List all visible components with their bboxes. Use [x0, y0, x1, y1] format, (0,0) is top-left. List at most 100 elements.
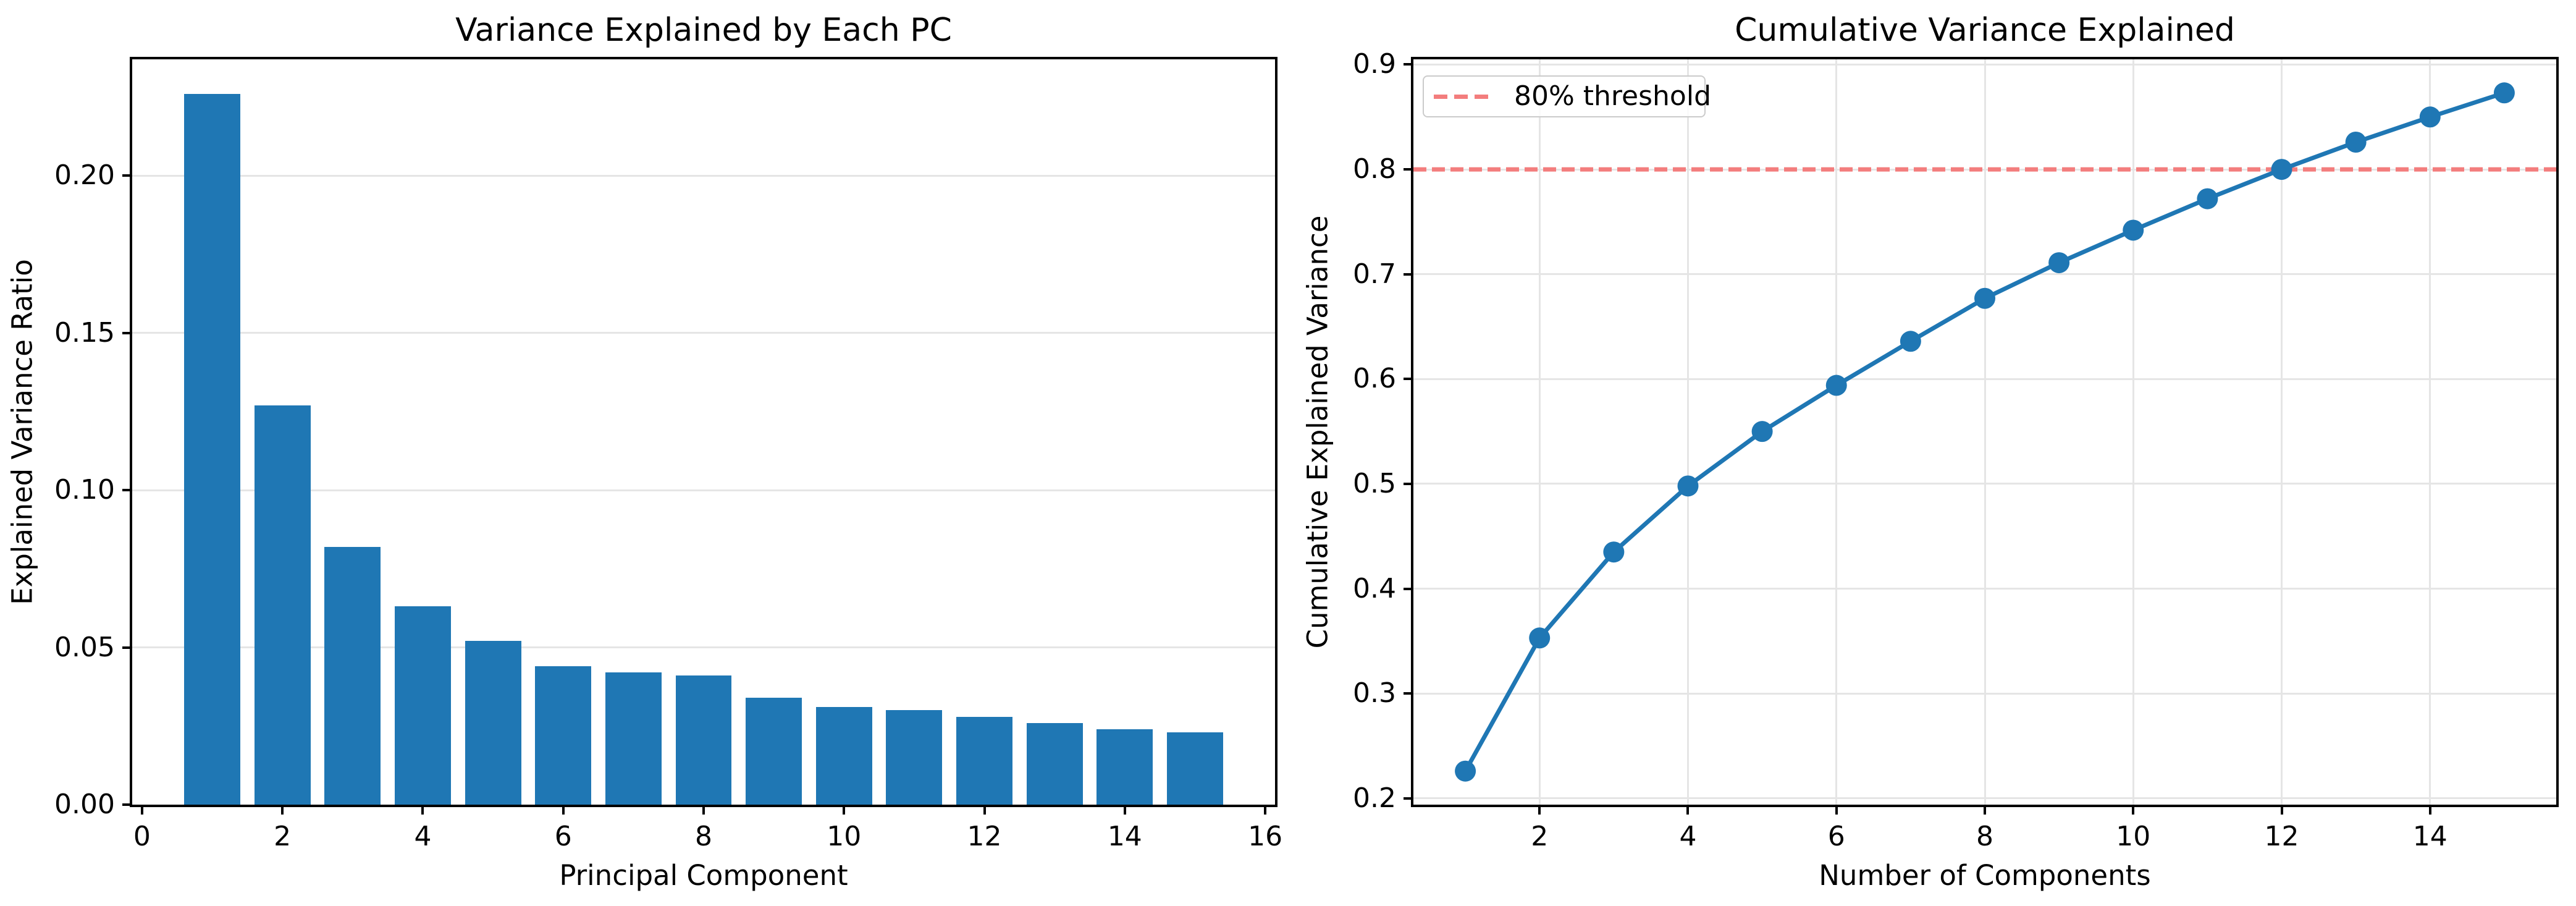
y-tick-label: 0.8 [1353, 153, 1396, 185]
data-point-15 [2493, 82, 2515, 104]
y-tick-label: 0.2 [1353, 782, 1396, 814]
y-gridline [132, 332, 1275, 334]
y-tick-label: 0.10 [54, 474, 115, 506]
y-gridline [132, 174, 1275, 177]
legend: 80% threshold [1423, 75, 1711, 117]
y-tick-label: 0.5 [1353, 467, 1396, 499]
x-gridline [2132, 59, 2134, 805]
y-tick-mark [122, 489, 132, 492]
data-point-14 [2419, 106, 2441, 128]
threshold-line-icon [1434, 94, 1488, 99]
y-tick-label: 0.05 [54, 631, 115, 663]
data-point-12 [2271, 159, 2292, 180]
data-point-4 [1677, 475, 1699, 497]
x-tick-mark [2132, 805, 2135, 815]
x-tick-mark [1123, 805, 1126, 815]
y-gridline [132, 489, 1275, 491]
data-point-5 [1751, 421, 1773, 442]
y-tick-mark [1404, 587, 1413, 590]
bar-pc1 [184, 93, 240, 805]
x-tick-label: 4 [414, 821, 432, 852]
x-tick-label: 4 [1679, 821, 1697, 852]
data-point-10 [2123, 219, 2144, 241]
data-point-11 [2197, 188, 2218, 210]
x-tick-label: 10 [827, 821, 862, 852]
data-point-1 [1455, 760, 1476, 782]
bar-pc3 [324, 546, 381, 805]
y-tick-label: 0.3 [1353, 677, 1396, 709]
x-tick-mark [983, 805, 986, 815]
scree-plot-area: Variance Explained by Each PC Principal … [6, 12, 1283, 892]
x-tick-label: 6 [554, 821, 572, 852]
y-tick-mark [1404, 168, 1413, 171]
data-point-13 [2345, 132, 2367, 153]
y-tick-mark [1404, 692, 1413, 695]
y-tick-mark [1404, 378, 1413, 381]
y-tick-label: 0.00 [54, 789, 115, 820]
x-tick-label: 6 [1827, 821, 1845, 852]
x-tick-mark [1984, 805, 1986, 815]
x-gridline [1835, 59, 1838, 805]
data-point-7 [1900, 331, 1921, 352]
cumulative-chart-title: Cumulative Variance Explained [1735, 12, 2235, 49]
x-tick-mark [843, 805, 846, 815]
data-point-2 [1529, 627, 1551, 649]
cumulative-variance-line [1463, 90, 2505, 773]
bar-pc12 [956, 716, 1012, 805]
x-tick-mark [1264, 805, 1267, 815]
bar-pc4 [395, 606, 451, 805]
x-tick-label: 8 [1976, 821, 1993, 852]
y-tick-label: 0.9 [1353, 48, 1396, 80]
x-tick-label: 16 [1248, 821, 1283, 852]
data-point-6 [1825, 375, 1847, 396]
legend-label: 80% threshold [1514, 80, 1711, 112]
data-point-9 [2048, 252, 2070, 274]
data-point-3 [1603, 541, 1625, 563]
x-tick-mark [562, 805, 565, 815]
y-tick-mark [1404, 63, 1413, 66]
y-tick-mark [122, 803, 132, 806]
y-tick-mark [122, 331, 132, 334]
y-tick-label: 0.6 [1353, 363, 1396, 395]
x-tick-mark [702, 805, 705, 815]
bar-pc15 [1167, 732, 1223, 805]
x-gridline [2429, 59, 2431, 805]
bar-pc9 [746, 697, 802, 805]
x-gridline [1686, 59, 1689, 805]
bar-pc2 [254, 405, 311, 805]
x-tick-label: 10 [2116, 821, 2151, 852]
y-gridline [132, 646, 1275, 649]
x-tick-mark [421, 805, 424, 815]
cumulative-plot-area: Cumulative Variance Explained Number of … [1302, 12, 2559, 892]
bar-pc10 [815, 707, 872, 805]
x-tick-mark [2280, 805, 2283, 815]
bar-pc11 [886, 710, 943, 805]
x-tick-mark [140, 805, 143, 815]
y-tick-mark [122, 174, 132, 177]
scree-y-axis-label: Explained Variance Ratio [6, 259, 39, 605]
x-tick-label: 12 [2264, 821, 2299, 852]
bar-pc8 [675, 675, 732, 805]
line-chart-canvas [1413, 82, 2556, 782]
data-point-8 [1974, 287, 1995, 309]
x-tick-mark [2428, 805, 2431, 815]
y-tick-mark [122, 646, 132, 649]
y-tick-label: 0.15 [54, 316, 115, 349]
x-tick-label: 14 [2412, 821, 2448, 852]
x-tick-label: 2 [274, 821, 292, 852]
scree-x-axis-label: Principal Component [559, 859, 848, 892]
x-tick-mark [1835, 805, 1838, 815]
x-tick-label: 2 [1531, 821, 1549, 852]
x-gridline [1984, 59, 1986, 805]
x-tick-label: 0 [133, 821, 151, 852]
x-tick-mark [1538, 805, 1541, 815]
bar-pc13 [1026, 722, 1083, 805]
y-tick-mark [1404, 482, 1413, 485]
bar-pc14 [1096, 729, 1153, 805]
x-tick-label: 12 [967, 821, 1002, 852]
x-gridline [2281, 59, 2283, 805]
y-tick-label: 0.4 [1353, 572, 1396, 604]
scree-chart-title: Variance Explained by Each PC [455, 12, 952, 49]
y-tick-label: 0.7 [1353, 258, 1396, 290]
